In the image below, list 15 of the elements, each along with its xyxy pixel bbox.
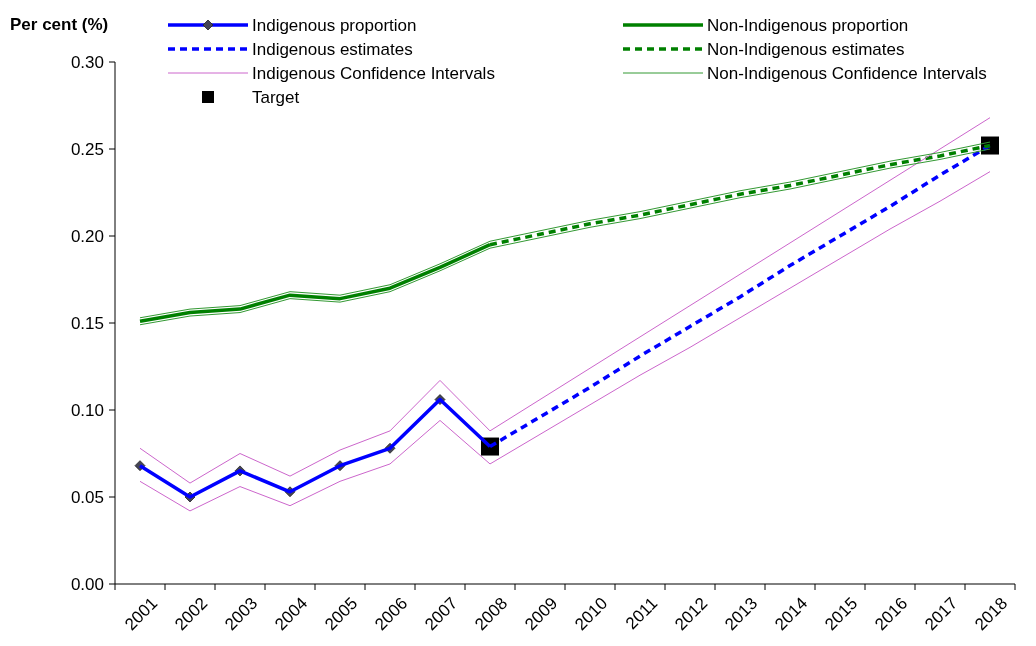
legend-label: Indigenous Confidence Intervals xyxy=(252,64,495,83)
y-tick-label: 0.10 xyxy=(70,400,104,420)
legend-label: Non-Indigenous proportion xyxy=(707,16,909,35)
legend-label: Non-Indigenous Confidence Intervals xyxy=(707,64,987,83)
y-tick-label: 0.15 xyxy=(70,313,104,333)
legend-label: Non-Indigenous estimates xyxy=(707,40,905,59)
y-axis-title: Per cent (%) xyxy=(10,15,109,34)
y-tick-label: 0.00 xyxy=(70,574,104,594)
y-tick-label: 0.20 xyxy=(70,226,104,246)
legend-label: Target xyxy=(252,88,300,107)
legend-label: Indigenous estimates xyxy=(252,40,413,59)
y-tick-label: 0.05 xyxy=(70,487,104,507)
legend-label: Indigenous proportion xyxy=(252,16,417,35)
y-tick-label: 0.30 xyxy=(70,52,104,72)
y-tick-label: 0.25 xyxy=(70,139,104,159)
